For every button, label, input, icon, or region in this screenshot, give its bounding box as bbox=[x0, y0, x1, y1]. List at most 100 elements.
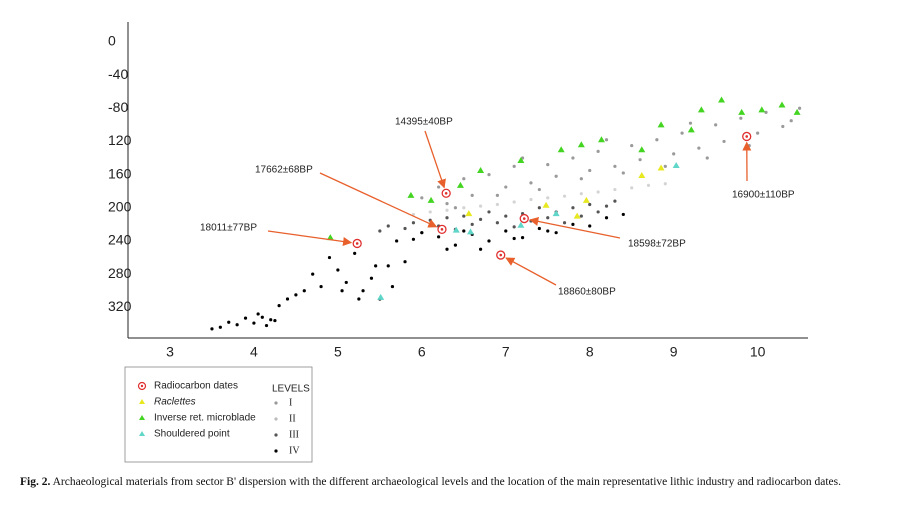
artifact bbox=[577, 141, 585, 148]
legend-marker bbox=[139, 431, 145, 436]
point bbox=[588, 168, 592, 173]
artifact bbox=[557, 146, 565, 153]
point bbox=[210, 327, 214, 331]
point bbox=[437, 235, 441, 239]
legend-label: I bbox=[289, 397, 292, 408]
point bbox=[336, 268, 340, 272]
legend-marker bbox=[274, 401, 278, 405]
point bbox=[630, 186, 634, 190]
caption: Fig. 2. Archaeological materials from se… bbox=[20, 474, 886, 491]
annotation-arrow bbox=[529, 216, 621, 239]
point bbox=[512, 236, 516, 241]
artifact bbox=[573, 212, 581, 219]
point bbox=[714, 123, 718, 127]
y-tick-label: 280 bbox=[108, 265, 132, 281]
radiocarbon-dot bbox=[444, 191, 448, 195]
artifact bbox=[793, 108, 801, 115]
x-tick-label: 10 bbox=[750, 344, 766, 360]
point bbox=[264, 323, 269, 328]
legend-marker bbox=[140, 384, 144, 388]
point bbox=[562, 194, 567, 198]
x-tick-label: 6 bbox=[418, 344, 426, 360]
point bbox=[256, 312, 260, 316]
annotation-arrow bbox=[267, 230, 353, 246]
point bbox=[462, 206, 466, 210]
point bbox=[470, 193, 474, 197]
point bbox=[340, 289, 344, 293]
point bbox=[613, 164, 617, 168]
point bbox=[546, 163, 550, 167]
point bbox=[243, 316, 248, 320]
legend-label: II bbox=[289, 413, 296, 424]
point bbox=[327, 255, 332, 260]
legend-label: IV bbox=[289, 445, 300, 456]
point bbox=[227, 320, 231, 324]
point bbox=[512, 164, 516, 168]
point bbox=[445, 247, 449, 251]
point bbox=[663, 182, 667, 186]
artifact bbox=[326, 234, 334, 241]
point bbox=[596, 210, 600, 214]
point bbox=[218, 325, 222, 329]
y-tick-label: 0 bbox=[108, 33, 116, 49]
y-tick-label: 320 bbox=[108, 298, 132, 314]
artifact bbox=[738, 108, 746, 115]
artifact bbox=[697, 106, 705, 113]
annotation: 14395±40BP bbox=[395, 117, 453, 128]
point bbox=[437, 185, 441, 189]
point bbox=[495, 193, 499, 197]
point bbox=[453, 243, 458, 247]
x-tick-label: 9 bbox=[670, 344, 678, 360]
point bbox=[478, 204, 483, 208]
legend-title: LEVELS bbox=[272, 384, 310, 395]
point bbox=[420, 196, 424, 200]
point bbox=[478, 247, 483, 251]
annotation: 18860±80BP bbox=[558, 287, 616, 298]
point bbox=[529, 197, 533, 202]
point bbox=[596, 190, 600, 194]
artifact bbox=[657, 121, 665, 128]
point bbox=[428, 210, 432, 214]
annotation-arrow bbox=[319, 172, 438, 228]
artifact bbox=[465, 210, 473, 217]
point bbox=[386, 224, 390, 228]
legend-marker bbox=[139, 415, 145, 420]
point bbox=[571, 206, 575, 210]
artifact bbox=[638, 146, 646, 153]
point bbox=[613, 187, 617, 192]
point bbox=[319, 284, 323, 289]
y-tick-label: 120 bbox=[108, 132, 132, 148]
point bbox=[546, 216, 550, 220]
point bbox=[311, 272, 315, 276]
y-tick-label: 160 bbox=[108, 165, 132, 181]
artifact bbox=[597, 136, 605, 143]
point bbox=[235, 323, 239, 327]
y-tick-label: -80 bbox=[108, 99, 128, 115]
artifact bbox=[427, 196, 435, 203]
point bbox=[688, 121, 693, 125]
point bbox=[655, 138, 659, 142]
point bbox=[411, 221, 416, 225]
point bbox=[537, 226, 541, 231]
x-tick-label: 5 bbox=[334, 344, 342, 360]
point bbox=[420, 231, 424, 235]
point bbox=[621, 212, 625, 217]
artifact bbox=[657, 164, 665, 171]
caption-label: Fig. 2. bbox=[20, 476, 51, 488]
point bbox=[781, 124, 785, 129]
point bbox=[411, 237, 416, 241]
point bbox=[588, 202, 592, 207]
point bbox=[537, 206, 541, 210]
point bbox=[252, 321, 256, 325]
x-tick-label: 7 bbox=[502, 344, 510, 360]
point bbox=[403, 260, 407, 264]
point bbox=[260, 315, 264, 319]
point bbox=[747, 143, 751, 148]
point bbox=[462, 214, 466, 218]
annotation: 16900±110BP bbox=[732, 190, 795, 201]
point bbox=[495, 202, 499, 207]
point bbox=[504, 214, 508, 218]
y-tick-label: 200 bbox=[108, 198, 132, 214]
point bbox=[579, 192, 583, 196]
